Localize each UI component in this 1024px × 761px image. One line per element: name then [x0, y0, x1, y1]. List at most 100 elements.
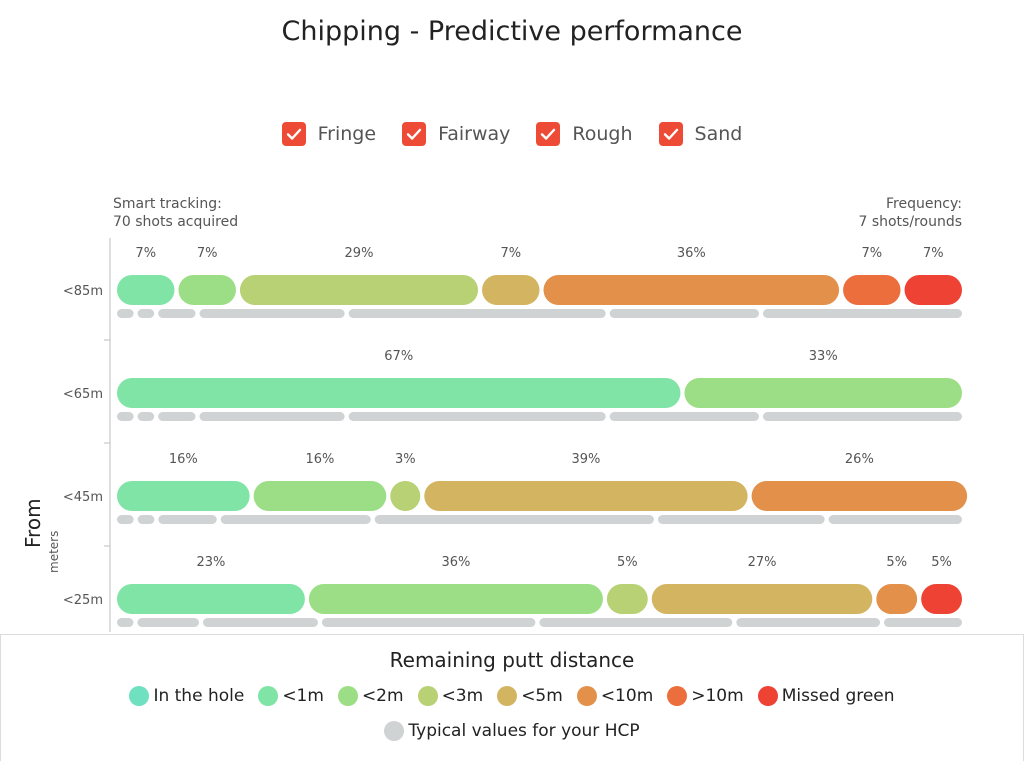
- bar-segment: [543, 275, 840, 305]
- data-label: 16%: [169, 452, 198, 467]
- legend-item: <1m: [258, 686, 324, 706]
- typical-segment: [657, 515, 825, 524]
- legend-label: <10m: [600, 686, 654, 706]
- bar-segment: [651, 584, 873, 614]
- bar-segment: [606, 584, 648, 614]
- data-label: 16%: [306, 452, 335, 467]
- legend-label: <2m: [361, 686, 404, 706]
- filter-fringe[interactable]: Fringe: [281, 122, 377, 146]
- typical-segment: [762, 309, 962, 318]
- typical-segment: [137, 618, 199, 627]
- typical-segment: [117, 412, 134, 421]
- filter-label: Fairway: [438, 123, 511, 145]
- filter-label: Sand: [694, 123, 743, 145]
- legend-title: Remaining putt distance: [389, 648, 635, 672]
- legend-item: Missed green: [757, 686, 895, 706]
- bar-segment: [843, 275, 901, 305]
- y-tick-label: <45m: [63, 490, 103, 505]
- legend-dot-icon: [337, 686, 358, 706]
- legend-label: <3m: [441, 686, 484, 706]
- typical-segment: [158, 309, 196, 318]
- legend-item: In the hole: [129, 686, 244, 706]
- typical-segment: [736, 618, 881, 627]
- typical-segment: [202, 618, 318, 627]
- legend-dot-icon: [757, 686, 778, 706]
- bar-segment: [921, 584, 962, 614]
- y-tick-label: <85m: [63, 284, 103, 299]
- checkbox-checked-icon[interactable]: [402, 122, 427, 146]
- frequency-value: 7 shots/rounds: [858, 214, 962, 230]
- data-label: 7%: [861, 246, 882, 261]
- legend-item: <5m: [497, 686, 563, 706]
- bar-segment: [117, 378, 681, 408]
- shots-acquired: 70 shots acquired: [113, 214, 239, 230]
- typical-segment: [199, 412, 345, 421]
- bar-segment: [684, 378, 962, 408]
- bar-segment: [308, 584, 603, 614]
- filter-label: Fringe: [317, 123, 377, 145]
- data-label: 36%: [677, 246, 706, 261]
- typical-segment: [884, 618, 962, 627]
- typical-segment: [220, 515, 371, 524]
- bar-segment: [117, 584, 305, 614]
- typical-segment: [137, 515, 155, 524]
- typical-segment: [117, 309, 134, 318]
- bar-segment: [482, 275, 540, 305]
- bar-segment: [751, 481, 968, 511]
- data-label: 5%: [617, 555, 638, 570]
- data-label: 7%: [923, 246, 944, 261]
- typical-segment: [374, 515, 654, 524]
- legend-dot-icon: [497, 686, 518, 706]
- checkbox-checked-icon[interactable]: [536, 122, 561, 146]
- legend-items: In the hole <1m <2m <3m <5m <10m >10m Missed gr…: [0, 686, 1024, 706]
- frequency-info: Frequency: 7 shots/rounds: [858, 195, 962, 231]
- typical-segment: [609, 412, 759, 421]
- typical-segment: [117, 618, 134, 627]
- checkbox-checked-icon[interactable]: [658, 122, 683, 146]
- data-label: 5%: [886, 555, 907, 570]
- legend-dot-icon: [129, 686, 150, 706]
- legend-item-typical: Typical values for your HCP: [384, 721, 640, 741]
- legend-dot-icon: [258, 686, 279, 706]
- legend-label: <1m: [282, 686, 324, 706]
- bar-segment: [424, 481, 748, 511]
- typical-segment: [348, 309, 606, 318]
- legend-dot-icon: [576, 686, 597, 706]
- typical-segment: [137, 309, 155, 318]
- filter-label: Rough: [572, 123, 633, 145]
- smart-tracking-info: Smart tracking: 70 shots acquired: [113, 195, 238, 231]
- legend-label: >10m: [691, 686, 744, 706]
- filter-fairway[interactable]: Fairway: [402, 122, 510, 146]
- bar-segment: [117, 275, 175, 305]
- bar-segment: [178, 275, 236, 305]
- typical-segment: [158, 412, 196, 421]
- data-label: 26%: [845, 452, 874, 467]
- legend-item: >10m: [667, 686, 744, 706]
- legend-dot-icon: [417, 686, 438, 706]
- y-tick-label: <65m: [63, 387, 103, 402]
- legend-item: <3m: [417, 686, 484, 706]
- data-label: 7%: [197, 246, 218, 261]
- data-label: 3%: [395, 452, 416, 467]
- typical-segment: [321, 618, 536, 627]
- checkbox-checked-icon[interactable]: [281, 122, 306, 146]
- legend-dot-icon: [384, 721, 405, 741]
- bar-segment: [239, 275, 479, 305]
- bar-segment: [876, 584, 918, 614]
- typical-segment: [539, 618, 733, 627]
- data-label: 27%: [748, 555, 777, 570]
- y-tick-label: <25m: [63, 593, 103, 608]
- legend-dot-icon: [667, 686, 688, 706]
- smart-tracking-label: Smart tracking:: [113, 196, 222, 212]
- legend-label: Missed green: [781, 686, 895, 706]
- typical-segment: [762, 412, 962, 421]
- filter-sand[interactable]: Sand: [658, 122, 743, 146]
- bar-segment: [904, 275, 962, 305]
- data-label: 36%: [441, 555, 470, 570]
- typical-segment: [348, 412, 606, 421]
- filter-rough[interactable]: Rough: [536, 122, 633, 146]
- data-label: 7%: [135, 246, 156, 261]
- typical-segment: [828, 515, 962, 524]
- typical-segment: [117, 515, 134, 524]
